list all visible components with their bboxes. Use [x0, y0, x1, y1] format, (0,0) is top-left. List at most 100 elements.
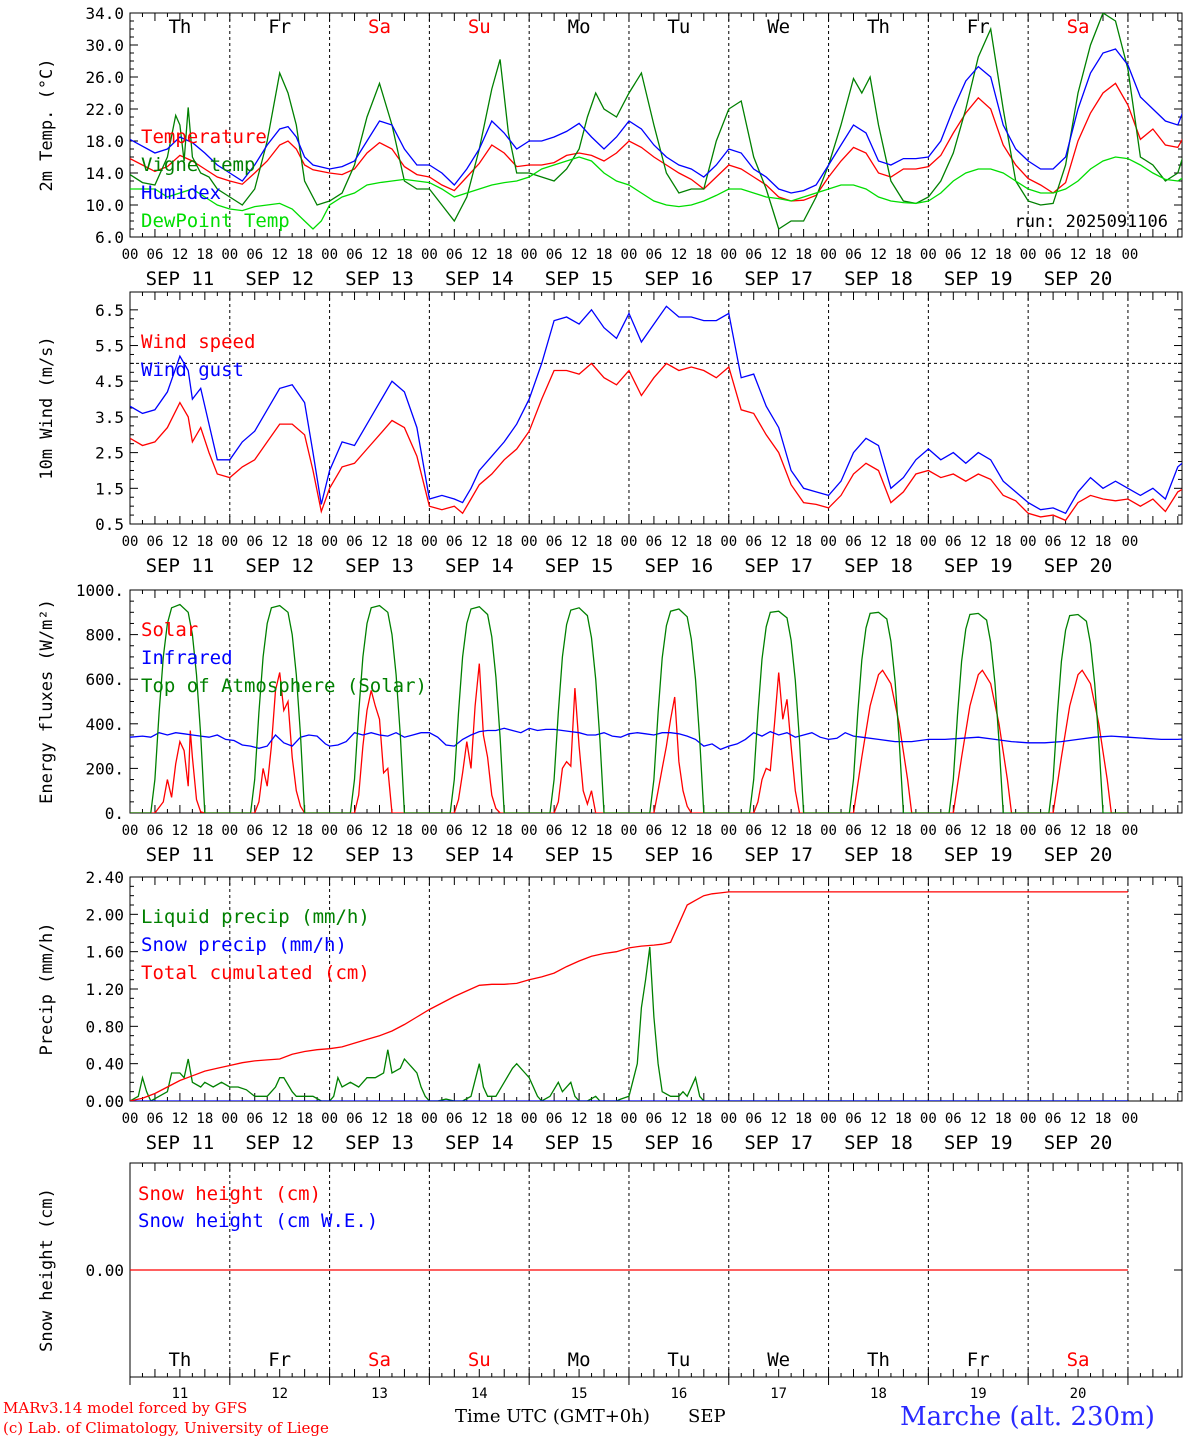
day-label: SEP 14: [445, 268, 514, 290]
hour-label: 12: [571, 823, 588, 839]
hour-label: 18: [1095, 823, 1112, 839]
day-label: SEP 11: [146, 555, 215, 577]
weekday-label: We: [767, 16, 790, 38]
hour-label: 00: [920, 1111, 937, 1127]
day-number: 13: [371, 1386, 388, 1402]
legend-entry: Infrared: [141, 647, 233, 669]
y-tick-label: 6.5: [95, 301, 124, 320]
legend-entry: Snow height (cm): [138, 1183, 321, 1205]
weekday-label: Th: [168, 1349, 191, 1371]
y-axis-label: Snow height (cm): [37, 1188, 57, 1352]
hour-label: 12: [171, 823, 188, 839]
hour-label: 06: [745, 1111, 762, 1127]
hour-label: 00: [321, 247, 338, 263]
hour-label: 12: [1070, 1111, 1087, 1127]
hour-label: 00: [1122, 1111, 1139, 1127]
hour-label: 06: [845, 823, 862, 839]
day-label: SEP 16: [645, 1132, 714, 1154]
copyright-credit: (c) Lab. of Climatology, University of L…: [3, 1419, 329, 1437]
hour-label: 12: [770, 1111, 787, 1127]
hour-label: 18: [995, 534, 1012, 550]
hour-label: 00: [421, 247, 438, 263]
hour-label: 12: [471, 823, 488, 839]
hour-label: 18: [296, 823, 313, 839]
hour-label: 18: [496, 534, 513, 550]
hour-label: 12: [271, 1111, 288, 1127]
hour-label: 18: [196, 247, 213, 263]
day-label: SEP 19: [944, 844, 1013, 866]
day-label: SEP 18: [844, 268, 913, 290]
day-number: 18: [870, 1386, 887, 1402]
y-tick-label: 2.00: [85, 905, 124, 924]
month-label: SEP: [688, 1406, 726, 1427]
y-tick-label: 1.20: [85, 980, 124, 999]
hour-label: 06: [546, 534, 563, 550]
hour-label: 12: [271, 247, 288, 263]
y-tick-label: 6.0: [95, 228, 124, 247]
hour-label: 06: [745, 823, 762, 839]
y-tick-label: 2.40: [85, 868, 124, 887]
hour-label: 18: [695, 823, 712, 839]
hour-label: 06: [246, 534, 263, 550]
series-line-wind-speed: [130, 362, 1182, 522]
panel-3: 0. 200. 400. 600. 800. 1000. Energy fluxes (W/…: [37, 581, 1183, 866]
hour-label: 00: [221, 1111, 238, 1127]
day-label: SEP 12: [245, 268, 314, 290]
day-number: 14: [471, 1386, 488, 1402]
series-line-total-cumulated-cm-: [130, 891, 1128, 1101]
hour-label: 00: [820, 247, 837, 263]
hour-label: 18: [995, 823, 1012, 839]
hour-label: 18: [995, 1111, 1012, 1127]
weekday-label: Mo: [568, 16, 591, 38]
hour-label: 18: [596, 534, 613, 550]
hour-label: 06: [745, 534, 762, 550]
hour-label: 12: [171, 1111, 188, 1127]
hour-label: 12: [471, 247, 488, 263]
hour-label: 06: [645, 823, 662, 839]
hour-label: 12: [670, 823, 687, 839]
hour-label: 12: [171, 534, 188, 550]
y-tick-label: 14.0: [85, 164, 124, 183]
hour-label: 12: [571, 247, 588, 263]
hour-label: 06: [945, 247, 962, 263]
y-tick-label: 0.80: [85, 1017, 124, 1036]
weekday-label: Th: [867, 16, 890, 38]
weekday-label: Su: [468, 16, 491, 38]
series-line-liquid-precip-mm-h-: [130, 946, 1128, 1101]
y-tick-label: 3.5: [95, 408, 124, 427]
day-label: SEP 16: [645, 555, 714, 577]
hour-label: 18: [695, 247, 712, 263]
y-axis-label: Energy fluxes (W/m²): [37, 599, 57, 804]
hour-label: 12: [1070, 247, 1087, 263]
day-label: SEP 11: [146, 268, 215, 290]
hour-label: 06: [845, 534, 862, 550]
hour-label: 18: [396, 534, 413, 550]
series-line-vigne-temp: [130, 13, 1182, 231]
hour-label: 18: [895, 534, 912, 550]
hour-label: 06: [945, 534, 962, 550]
y-tick-label: 22.0: [85, 100, 124, 119]
series-line-infrared: [130, 727, 1182, 751]
hour-label: 06: [446, 247, 463, 263]
hour-label: 00: [421, 823, 438, 839]
hour-label: 06: [346, 1111, 363, 1127]
hour-label: 06: [945, 823, 962, 839]
hour-label: 12: [770, 247, 787, 263]
run-annotation: run: 2025091106: [1014, 212, 1168, 232]
y-tick-label: 600.: [85, 670, 124, 689]
hour-label: 18: [396, 247, 413, 263]
hour-label: 12: [371, 1111, 388, 1127]
y-axis-label: 10m Wind (m/s): [37, 336, 57, 479]
day-label: SEP 13: [345, 1132, 414, 1154]
hour-label: 18: [895, 1111, 912, 1127]
panel-2: 0.5 1.5 2.5 3.5 4.5 5.5 6.5 10m Wind (m/s) Wind …: [37, 291, 1183, 577]
y-tick-label: 10.0: [85, 196, 124, 215]
station-name: Marche (alt. 230m): [900, 1402, 1155, 1432]
hour-label: 00: [621, 823, 638, 839]
hour-label: 18: [196, 534, 213, 550]
y-tick-label: 0.5: [95, 515, 124, 534]
hour-label: 06: [346, 823, 363, 839]
y-tick-label: 1.5: [95, 479, 124, 498]
series-line-temperature: [130, 82, 1182, 202]
x-axis-title: Time UTC (GMT+0h): [455, 1406, 650, 1427]
